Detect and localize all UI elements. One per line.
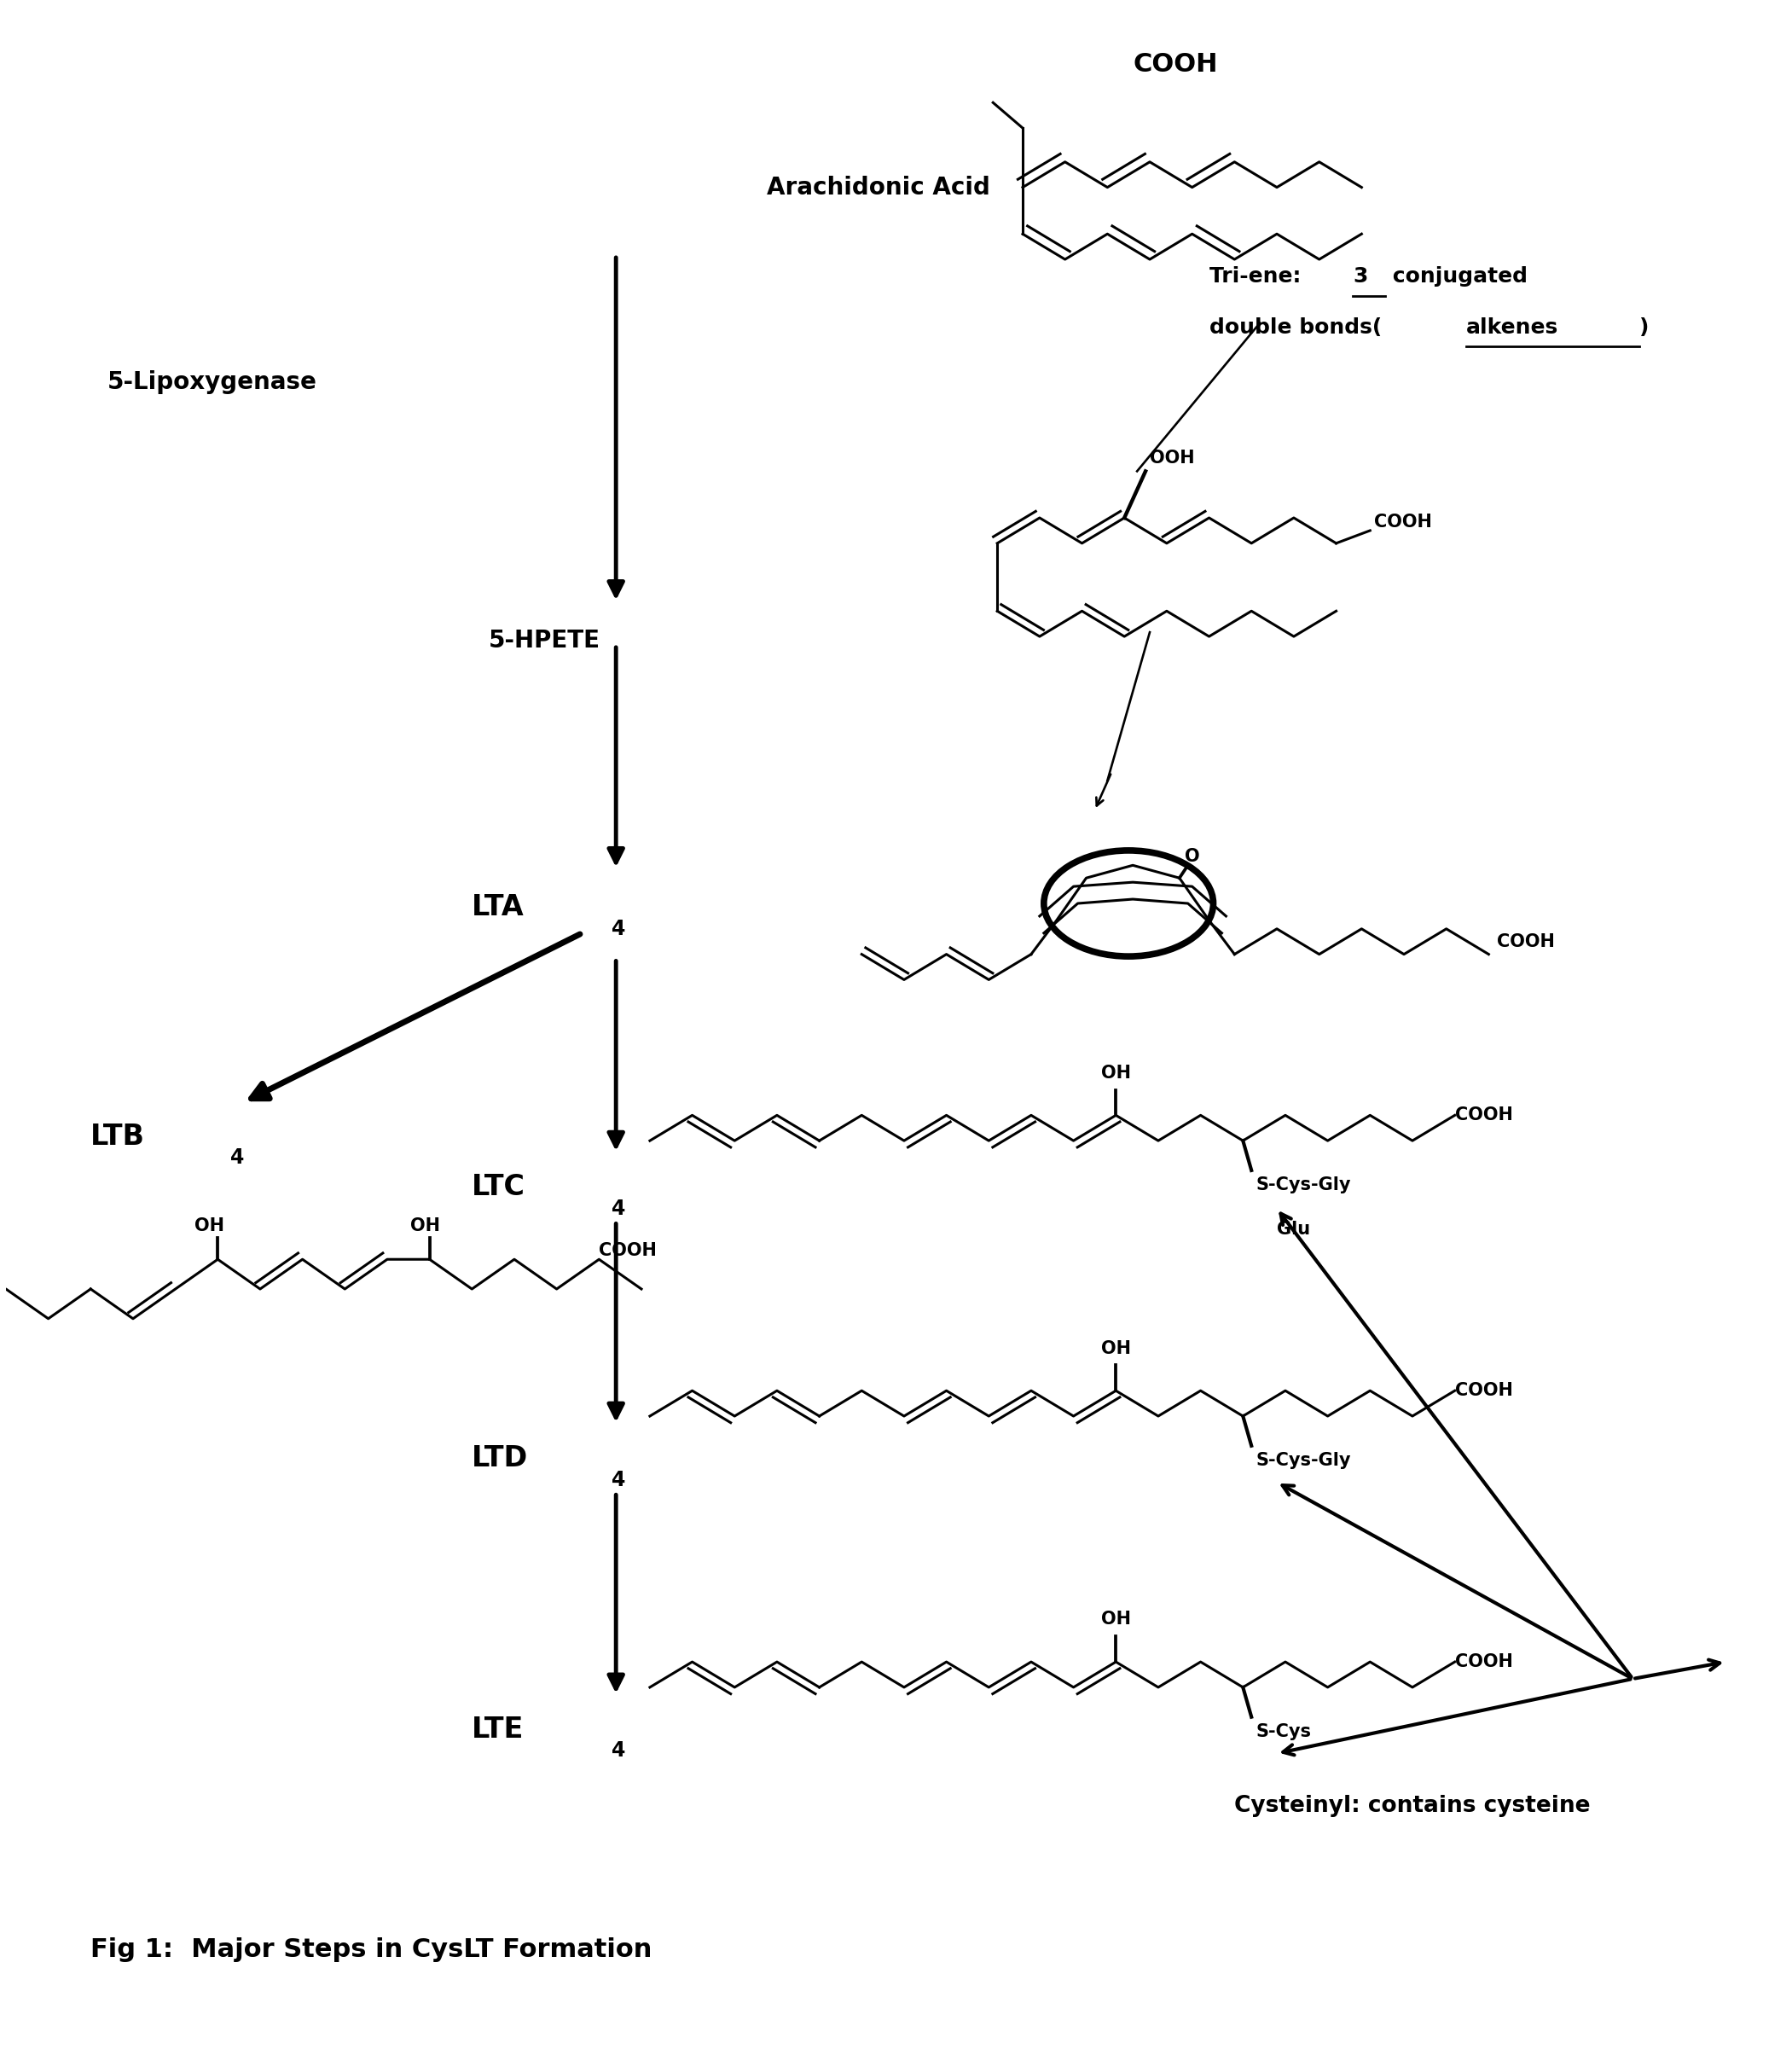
- Text: Arachidonic Acid: Arachidonic Acid: [767, 176, 991, 198]
- Text: LTD: LTD: [471, 1445, 529, 1472]
- Text: 4: 4: [611, 1470, 625, 1490]
- Text: ): ): [1640, 316, 1649, 337]
- Text: S-Cys-Gly: S-Cys-Gly: [1256, 1176, 1351, 1193]
- Text: LTC: LTC: [471, 1174, 525, 1201]
- Text: OH: OH: [1100, 1065, 1131, 1081]
- Text: COOH: COOH: [1455, 1106, 1512, 1124]
- Text: LTE: LTE: [471, 1716, 525, 1745]
- Text: OOH: OOH: [1150, 451, 1195, 467]
- Text: LTB: LTB: [91, 1122, 145, 1151]
- Text: 4: 4: [611, 1740, 625, 1761]
- Text: Glu: Glu: [1278, 1222, 1310, 1238]
- Text: 5-Lipoxygenase: 5-Lipoxygenase: [108, 370, 317, 395]
- Text: conjugated: conjugated: [1385, 267, 1529, 287]
- Text: Tri-ene:: Tri-ene:: [1210, 267, 1315, 287]
- Text: Cysteinyl: contains cysteine: Cysteinyl: contains cysteine: [1235, 1794, 1591, 1817]
- Text: 4: 4: [611, 1199, 625, 1220]
- Text: 3: 3: [1353, 267, 1367, 287]
- Text: O: O: [1185, 847, 1199, 866]
- Text: LTA: LTA: [471, 893, 525, 922]
- Text: OH: OH: [1100, 1610, 1131, 1629]
- Text: COOH: COOH: [599, 1242, 658, 1259]
- Text: OH: OH: [194, 1217, 224, 1234]
- Text: Fig 1:  Major Steps in CysLT Formation: Fig 1: Major Steps in CysLT Formation: [91, 1937, 652, 1962]
- Text: COOH: COOH: [1374, 513, 1432, 531]
- Text: alkenes: alkenes: [1466, 316, 1557, 337]
- Text: double bonds(: double bonds(: [1210, 316, 1382, 337]
- Text: OH: OH: [1100, 1339, 1131, 1356]
- Text: COOH: COOH: [1133, 52, 1217, 76]
- Text: COOH: COOH: [1496, 932, 1555, 951]
- Text: S-Cys-Gly: S-Cys-Gly: [1256, 1451, 1351, 1470]
- Text: COOH: COOH: [1455, 1383, 1512, 1399]
- Text: 5-HPETE: 5-HPETE: [489, 628, 600, 653]
- Text: OH: OH: [410, 1217, 441, 1234]
- Text: 4: 4: [611, 918, 625, 938]
- Text: 4: 4: [231, 1147, 244, 1168]
- Text: COOH: COOH: [1455, 1654, 1512, 1670]
- Text: S-Cys: S-Cys: [1256, 1722, 1312, 1740]
